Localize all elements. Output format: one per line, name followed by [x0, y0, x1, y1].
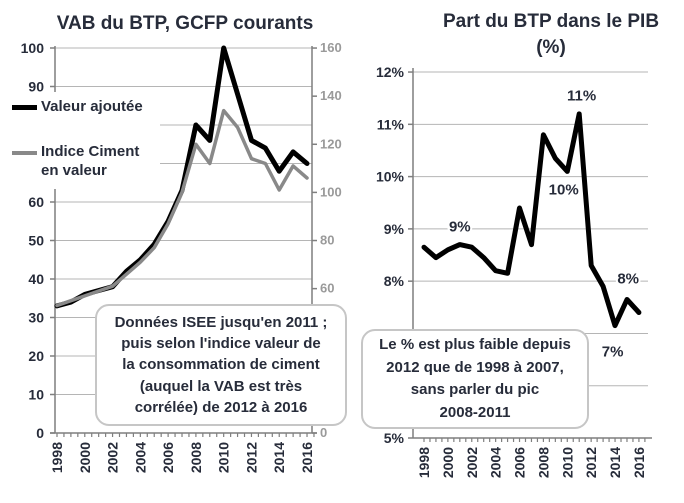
legend-swatch-indice-ciment-icon	[12, 151, 37, 155]
svg-text:100: 100	[320, 184, 342, 199]
svg-text:2016: 2016	[299, 442, 315, 473]
point-label-9%: 9%	[449, 218, 471, 235]
svg-text:2010: 2010	[559, 447, 575, 478]
point-label-8%: 8%	[617, 271, 639, 288]
svg-text:2004: 2004	[132, 442, 148, 473]
svg-text:2002: 2002	[105, 442, 121, 473]
svg-text:2014: 2014	[271, 442, 287, 473]
left-chart-title: VAB du BTP, GCFP courants	[56, 13, 314, 34]
legend-label-indice-ciment: Indice Ciment en valeur	[41, 143, 140, 179]
svg-text:1998: 1998	[49, 442, 65, 473]
svg-text:2012: 2012	[583, 447, 599, 478]
point-label-11%: 11%	[567, 88, 596, 105]
svg-text:0: 0	[36, 425, 44, 441]
part-btp-line	[421, 111, 642, 329]
svg-text:50: 50	[28, 233, 44, 249]
svg-text:80: 80	[320, 233, 334, 248]
svg-text:5%: 5%	[384, 430, 405, 446]
svg-text:60: 60	[320, 281, 334, 296]
left-chart-x-ticks: 1998 2000 2002 2004 2006 2008 2010 2012 2014 2016	[49, 433, 315, 473]
point-label-7%: 7%	[602, 344, 624, 361]
svg-text:1998: 1998	[416, 447, 432, 478]
left-chart-y-ticks: 0102030405060708090100	[21, 40, 55, 441]
right-chart-callout: Le % est plus faible depuis 2012 que de …	[361, 329, 589, 429]
svg-text:11%: 11%	[377, 116, 405, 132]
svg-text:2004: 2004	[488, 447, 504, 478]
svg-text:100: 100	[21, 40, 45, 56]
legend-item-valeur-ajoutee: Valeur ajoutée	[12, 98, 143, 117]
svg-text:8%: 8%	[384, 273, 405, 289]
svg-text:160: 160	[320, 40, 342, 55]
svg-text:10: 10	[28, 387, 44, 403]
svg-text:2006: 2006	[512, 447, 528, 478]
svg-text:2002: 2002	[464, 447, 480, 478]
svg-text:40: 40	[28, 271, 44, 287]
svg-text:10%: 10%	[376, 169, 405, 185]
svg-text:2000: 2000	[77, 442, 93, 473]
indice-ciment-line	[55, 108, 309, 308]
svg-text:2006: 2006	[160, 442, 176, 473]
svg-text:120: 120	[320, 136, 342, 151]
legend-label-valeur-ajoutee: Valeur ajoutée	[41, 98, 143, 115]
svg-text:90: 90	[28, 79, 44, 95]
legend-item-indice-ciment: Indice Ciment en valeur	[12, 143, 153, 181]
svg-text:140: 140	[320, 88, 342, 103]
legend-swatch-valeur-ajoutee-icon	[12, 105, 37, 110]
left-chart-plot: 0102030405060708090100020406080100120140…	[21, 40, 342, 473]
svg-text:2012: 2012	[243, 442, 259, 473]
right-chart-x-ticks: 1998 2000 2002 2004 2006 2008 2010 2012 2014 2016	[416, 438, 647, 478]
svg-text:2016: 2016	[631, 447, 647, 478]
svg-text:20: 20	[28, 348, 44, 364]
right-chart-title: Part du BTP dans le PIB (%)	[442, 11, 660, 58]
point-label-10%: 10%	[549, 182, 579, 199]
svg-text:0: 0	[320, 425, 327, 440]
svg-text:12%: 12%	[376, 64, 405, 80]
svg-text:2008: 2008	[188, 442, 204, 473]
left-chart-callout: Données ISEE jusqu'en 2011 ; puis selon …	[95, 304, 347, 426]
right-chart-point-labels: 9% 10% 11% 8% 7%	[447, 86, 641, 363]
svg-text:30: 30	[28, 310, 44, 326]
svg-text:2014: 2014	[607, 447, 623, 478]
right-chart-plot: 5%6%7%8%9%10%11%12%199820002002200420062…	[376, 64, 652, 478]
svg-text:2000: 2000	[440, 447, 456, 478]
svg-text:2010: 2010	[216, 442, 232, 473]
svg-text:9%: 9%	[384, 221, 405, 237]
svg-text:2008: 2008	[535, 447, 551, 478]
svg-text:60: 60	[28, 194, 44, 210]
